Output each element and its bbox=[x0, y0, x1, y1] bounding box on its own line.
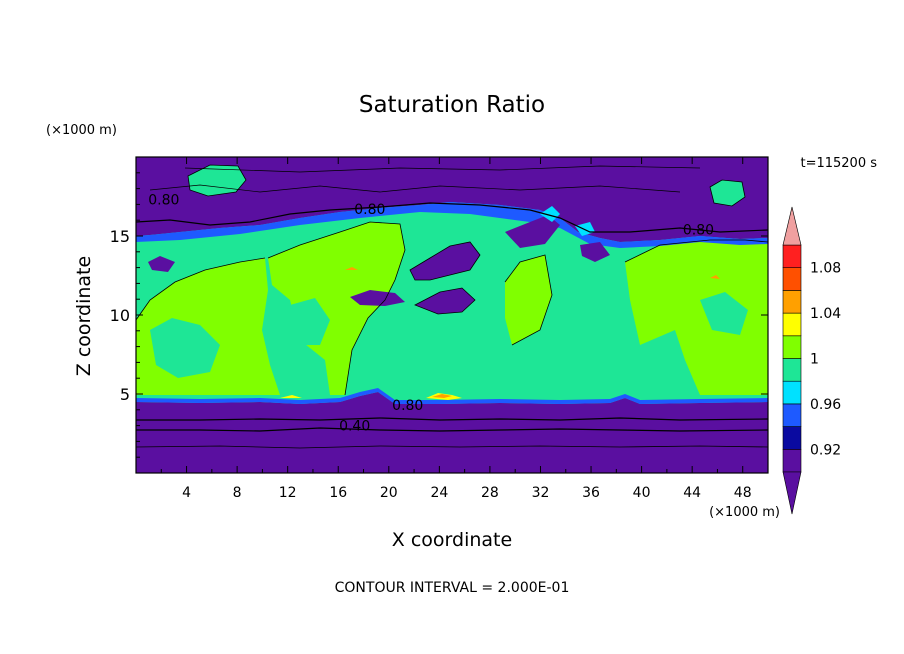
contour-interval-note: CONTOUR INTERVAL = 2.000E-01 bbox=[335, 580, 570, 596]
contour-label: 0.80 bbox=[683, 223, 714, 239]
x-tick-label: 40 bbox=[633, 485, 651, 501]
chart-title: Saturation Ratio bbox=[359, 92, 545, 118]
colorbar-label: 1.04 bbox=[810, 306, 841, 322]
colorbar-swatch bbox=[782, 426, 802, 450]
x-tick-label: 44 bbox=[683, 485, 701, 501]
contour-lines bbox=[136, 164, 768, 449]
region-mid-dry bbox=[148, 215, 610, 314]
x-tick-label: 20 bbox=[380, 485, 398, 501]
region-supersaturated bbox=[280, 267, 720, 400]
colorbar-label: 0.92 bbox=[810, 442, 841, 458]
colorbar-swatch bbox=[782, 335, 802, 359]
colorbar-label: 1 bbox=[810, 352, 819, 368]
region-upper-dry bbox=[136, 157, 768, 242]
region-upper-patches bbox=[188, 165, 745, 206]
x-tick-label: 48 bbox=[734, 485, 752, 501]
y-axis-label: Z coordinate bbox=[73, 256, 95, 376]
colorbar-swatch bbox=[782, 358, 802, 382]
colorbar-over bbox=[782, 206, 802, 246]
x-tick-label: 4 bbox=[182, 485, 191, 501]
x-axis: 4 8 12 16 20 24 28 32 36 40 44 48 bbox=[160, 157, 752, 501]
colorbar-swatch bbox=[782, 267, 802, 291]
colorbar-swatch bbox=[782, 312, 802, 337]
x-axis-label: X coordinate bbox=[392, 529, 512, 551]
colorbar-swatch bbox=[782, 403, 802, 427]
x-axis-unit: (×1000 m) bbox=[709, 505, 780, 520]
region-lower-edge bbox=[136, 388, 768, 404]
y-axis: 5 10 15 bbox=[110, 172, 768, 458]
contour-label: 0.80 bbox=[148, 193, 179, 209]
colorbar-label: 1.08 bbox=[810, 261, 841, 277]
x-tick-label: 8 bbox=[233, 485, 242, 501]
x-tick-label: 28 bbox=[481, 485, 499, 501]
contour-label: 0.80 bbox=[354, 202, 385, 218]
colorbar-label: 0.96 bbox=[810, 397, 841, 413]
colorbar-swatch bbox=[782, 448, 802, 473]
colorbar: 0.92 0.96 1 1.04 1.08 bbox=[782, 206, 841, 515]
colorbar-under bbox=[782, 471, 802, 515]
y-axis-unit: (×1000 m) bbox=[46, 123, 117, 138]
x-tick-label: 16 bbox=[329, 485, 347, 501]
colorbar-swatch bbox=[782, 380, 802, 405]
x-tick-label: 12 bbox=[279, 485, 297, 501]
x-tick-label: 36 bbox=[582, 485, 600, 501]
region-upper-edge bbox=[136, 202, 768, 248]
y-tick-label: 10 bbox=[110, 306, 130, 325]
region-teal-patches bbox=[150, 292, 748, 378]
saturation-field: 0.80 0.80 0.80 0.80 0.40 bbox=[136, 157, 768, 473]
contour-label: 0.40 bbox=[339, 419, 370, 435]
y-tick-label: 15 bbox=[110, 227, 130, 246]
y-tick-label: 5 bbox=[120, 385, 130, 404]
colorbar-swatch bbox=[782, 244, 802, 269]
colorbar-swatch bbox=[782, 290, 802, 314]
region-lower-dry bbox=[136, 392, 768, 473]
x-tick-label: 24 bbox=[430, 485, 448, 501]
x-tick-label: 32 bbox=[532, 485, 550, 501]
contour-label: 0.80 bbox=[392, 398, 423, 414]
time-label: t=115200 s bbox=[800, 156, 877, 171]
